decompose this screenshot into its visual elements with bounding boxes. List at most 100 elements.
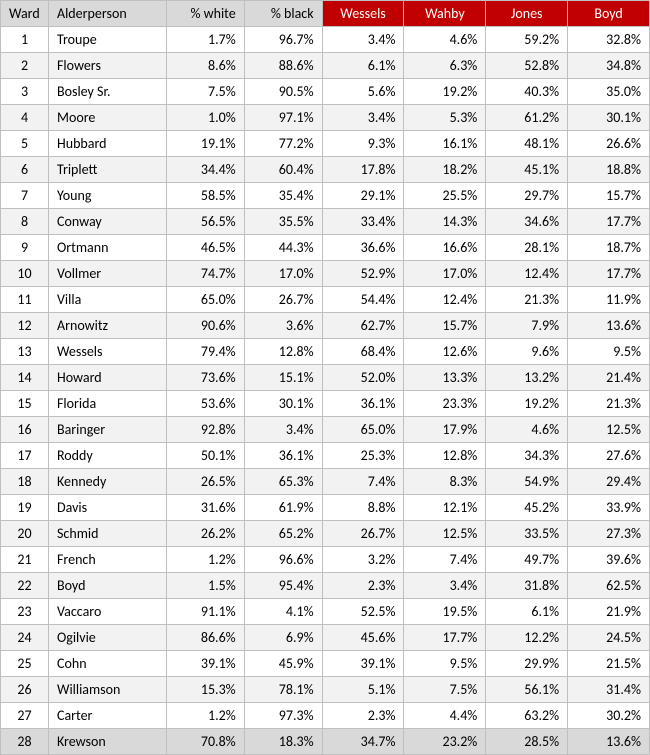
table-row: 25Cohn39.1%45.9%39.1%9.5%29.9%21.5%: [1, 651, 650, 677]
cell-boyd: 9.5%: [568, 339, 650, 365]
cell-pct-white: 56.5%: [166, 209, 244, 235]
cell-jones: 40.3%: [486, 79, 568, 105]
cell-ward: 27: [1, 703, 49, 729]
cell-name: Hubbard: [48, 131, 166, 157]
cell-wahby: 7.5%: [404, 677, 486, 703]
cell-wahby: 12.1%: [404, 495, 486, 521]
cell-wessels: 26.7%: [322, 521, 404, 547]
cell-wessels: 6.1%: [322, 53, 404, 79]
cell-wahby: 6.3%: [404, 53, 486, 79]
cell-ward: 3: [1, 79, 49, 105]
cell-pct-black: 61.9%: [244, 495, 322, 521]
cell-ward: 7: [1, 183, 49, 209]
cell-ward: 1: [1, 27, 49, 53]
cell-name: Roddy: [48, 443, 166, 469]
cell-jones: 19.2%: [486, 391, 568, 417]
results-table: Ward Alderperson % white % black Wessels…: [0, 0, 650, 755]
cell-jones: 45.1%: [486, 157, 568, 183]
cell-boyd: 12.5%: [568, 417, 650, 443]
cell-boyd: 26.6%: [568, 131, 650, 157]
cell-wessels: 7.4%: [322, 469, 404, 495]
cell-name: Vaccaro: [48, 599, 166, 625]
cell-pct-white: 26.2%: [166, 521, 244, 547]
cell-wahby: 4.4%: [404, 703, 486, 729]
cell-ward: 6: [1, 157, 49, 183]
cell-boyd: 27.6%: [568, 443, 650, 469]
cell-pct-black: 26.7%: [244, 287, 322, 313]
cell-boyd: 13.6%: [568, 729, 650, 755]
cell-wahby: 16.1%: [404, 131, 486, 157]
cell-pct-black: 65.2%: [244, 521, 322, 547]
table-row: 27Carter1.2%97.3%2.3%4.4%63.2%30.2%: [1, 703, 650, 729]
cell-wessels: 52.5%: [322, 599, 404, 625]
cell-name: Davis: [48, 495, 166, 521]
cell-wessels: 3.2%: [322, 547, 404, 573]
cell-pct-black: 96.7%: [244, 27, 322, 53]
cell-boyd: 13.6%: [568, 313, 650, 339]
cell-jones: 54.9%: [486, 469, 568, 495]
cell-wessels: 33.4%: [322, 209, 404, 235]
cell-jones: 52.8%: [486, 53, 568, 79]
cell-boyd: 21.3%: [568, 391, 650, 417]
table-row: 9Ortmann46.5%44.3%36.6%16.6%28.1%18.7%: [1, 235, 650, 261]
cell-wahby: 18.2%: [404, 157, 486, 183]
cell-wessels: 39.1%: [322, 651, 404, 677]
cell-name: Triplett: [48, 157, 166, 183]
cell-boyd: 21.5%: [568, 651, 650, 677]
cell-wahby: 19.2%: [404, 79, 486, 105]
cell-jones: 7.9%: [486, 313, 568, 339]
cell-ward: 15: [1, 391, 49, 417]
cell-jones: 13.2%: [486, 365, 568, 391]
cell-pct-black: 78.1%: [244, 677, 322, 703]
cell-wahby: 17.9%: [404, 417, 486, 443]
cell-jones: 45.2%: [486, 495, 568, 521]
cell-jones: 12.2%: [486, 625, 568, 651]
cell-wessels: 3.4%: [322, 105, 404, 131]
cell-pct-black: 60.4%: [244, 157, 322, 183]
table-row: 26Williamson15.3%78.1%5.1%7.5%56.1%31.4%: [1, 677, 650, 703]
cell-pct-white: 19.1%: [166, 131, 244, 157]
cell-wahby: 12.6%: [404, 339, 486, 365]
cell-boyd: 27.3%: [568, 521, 650, 547]
cell-ward: 5: [1, 131, 49, 157]
cell-pct-black: 3.4%: [244, 417, 322, 443]
table-row: 15Florida53.6%30.1%36.1%23.3%19.2%21.3%: [1, 391, 650, 417]
cell-name: Florida: [48, 391, 166, 417]
cell-pct-black: 44.3%: [244, 235, 322, 261]
cell-pct-white: 70.8%: [166, 729, 244, 755]
cell-name: Flowers: [48, 53, 166, 79]
cell-wessels: 36.6%: [322, 235, 404, 261]
cell-wahby: 17.0%: [404, 261, 486, 287]
cell-wessels: 17.8%: [322, 157, 404, 183]
cell-wessels: 9.3%: [322, 131, 404, 157]
cell-ward: 28: [1, 729, 49, 755]
cell-wahby: 9.5%: [404, 651, 486, 677]
cell-boyd: 18.7%: [568, 235, 650, 261]
cell-ward: 25: [1, 651, 49, 677]
cell-boyd: 24.5%: [568, 625, 650, 651]
cell-jones: 9.6%: [486, 339, 568, 365]
cell-name: Kennedy: [48, 469, 166, 495]
cell-wessels: 2.3%: [322, 573, 404, 599]
cell-wahby: 5.3%: [404, 105, 486, 131]
cell-jones: 48.1%: [486, 131, 568, 157]
cell-pct-black: 3.6%: [244, 313, 322, 339]
cell-name: Ortmann: [48, 235, 166, 261]
cell-jones: 56.1%: [486, 677, 568, 703]
cell-name: Carter: [48, 703, 166, 729]
cell-ward: 22: [1, 573, 49, 599]
cell-name: Villa: [48, 287, 166, 313]
cell-wahby: 17.7%: [404, 625, 486, 651]
cell-ward: 19: [1, 495, 49, 521]
col-alderperson: Alderperson: [48, 1, 166, 27]
cell-ward: 11: [1, 287, 49, 313]
cell-jones: 12.4%: [486, 261, 568, 287]
table-row: 19Davis31.6%61.9%8.8%12.1%45.2%33.9%: [1, 495, 650, 521]
cell-pct-white: 53.6%: [166, 391, 244, 417]
table-row: 13Wessels79.4%12.8%68.4%12.6%9.6%9.5%: [1, 339, 650, 365]
cell-pct-black: 4.1%: [244, 599, 322, 625]
cell-boyd: 31.4%: [568, 677, 650, 703]
cell-pct-black: 65.3%: [244, 469, 322, 495]
cell-wessels: 68.4%: [322, 339, 404, 365]
table-row: 28Krewson70.8%18.3%34.7%23.2%28.5%13.6%: [1, 729, 650, 755]
